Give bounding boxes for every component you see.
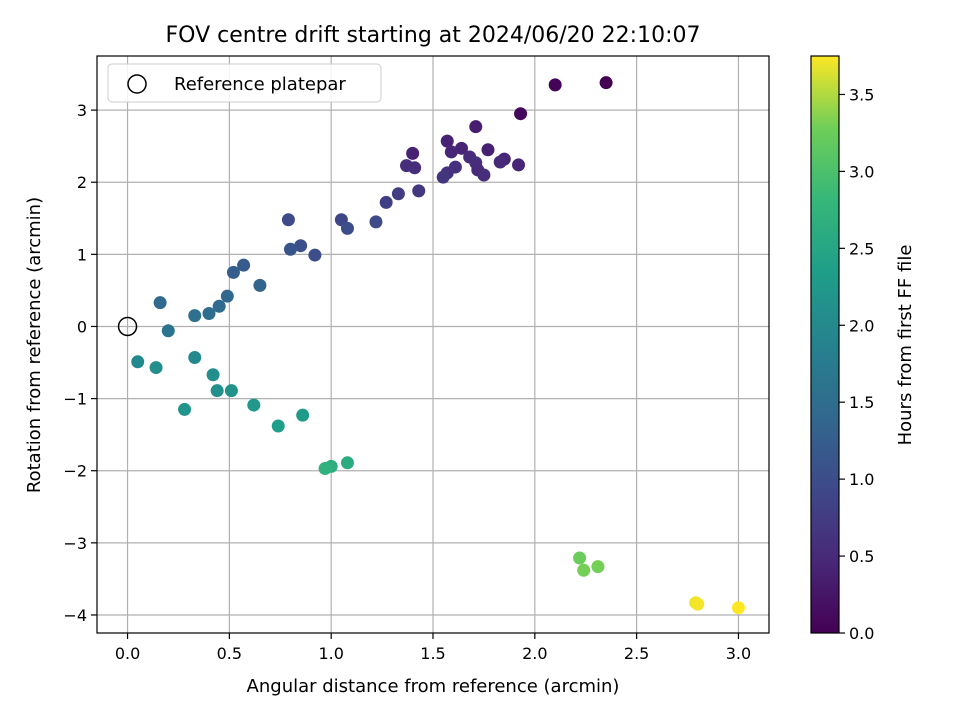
data-point [294, 239, 308, 253]
colorbar-tick-label: 0.0 [849, 624, 874, 643]
data-point [412, 184, 426, 198]
x-tick-label: 2.0 [522, 644, 547, 663]
data-point [202, 306, 216, 320]
data-point [206, 368, 220, 382]
colorbar-tick-label: 3.0 [849, 162, 874, 181]
data-point [281, 213, 295, 227]
data-point [444, 145, 458, 159]
data-point [153, 296, 167, 310]
x-tick-label: 0.0 [115, 644, 140, 663]
data-point [308, 248, 322, 262]
colorbar-ticks: 0.0 0.5 1.0 1.5 2.0 2.5 3.0 3.5 [839, 85, 874, 643]
y-axis: −4 −3 −2 −1 0 1 2 3 [63, 101, 97, 625]
y-tick-label: 1 [77, 245, 87, 264]
data-point [178, 402, 192, 416]
data-point [731, 601, 745, 615]
colorbar-gradient [810, 55, 840, 634]
data-point [212, 299, 226, 313]
data-point [469, 120, 483, 134]
grid-lines [97, 56, 769, 633]
data-point [296, 408, 310, 422]
data-points [131, 76, 745, 615]
data-point [599, 76, 613, 90]
data-point [406, 146, 420, 160]
data-point [477, 168, 491, 182]
data-point [408, 161, 422, 175]
data-point [247, 398, 261, 412]
x-tick-label: 0.5 [217, 644, 242, 663]
data-point [340, 221, 354, 235]
colorbar-label: Hours from first FF file [895, 245, 916, 446]
x-axis-label: Angular distance from reference (arcmin) [247, 676, 620, 697]
colorbar-tick-label: 3.5 [849, 85, 874, 104]
y-axis-label: Rotation from reference (arcmin) [24, 197, 45, 493]
data-point [440, 134, 454, 148]
colorbar-tick-label: 1.0 [849, 470, 874, 489]
y-tick-label: 0 [77, 317, 87, 336]
y-tick-label: −2 [63, 462, 87, 481]
data-point [369, 215, 383, 229]
colorbar-tick-label: 2.5 [849, 239, 874, 258]
colorbar-tick-label: 2.0 [849, 316, 874, 335]
data-point [481, 143, 495, 157]
data-point [591, 560, 605, 574]
legend-label: Reference platepar [174, 74, 346, 95]
colorbar-tick-label: 0.5 [849, 547, 874, 566]
data-point [188, 309, 202, 323]
data-point [149, 361, 163, 375]
data-point [188, 350, 202, 364]
data-point [379, 195, 393, 209]
y-tick-label: 2 [77, 173, 87, 192]
data-point [436, 170, 450, 184]
y-tick-label: −1 [63, 390, 87, 409]
chart-title: FOV centre drift starting at 2024/06/20 … [166, 23, 701, 48]
data-point [224, 384, 238, 398]
data-point [318, 462, 332, 476]
colorbar: 0.0 0.5 1.0 1.5 2.0 2.5 3.0 3.5 Hours from firs… [810, 55, 916, 643]
data-point [237, 258, 251, 272]
data-point [271, 419, 285, 433]
x-axis: 0.0 0.5 1.0 1.5 2.0 2.5 3.0 [115, 633, 751, 663]
legend-marker-open-circle [127, 74, 147, 94]
plot-frame [96, 55, 770, 634]
reference-platepar-marker [117, 316, 138, 337]
data-point [161, 324, 175, 338]
data-point [220, 289, 234, 303]
data-point [226, 265, 240, 279]
data-point [691, 597, 705, 611]
data-point [548, 78, 562, 92]
y-tick-label: 3 [77, 101, 87, 120]
data-point [577, 563, 591, 577]
x-tick-label: 3.0 [726, 644, 751, 663]
data-point [210, 384, 224, 398]
data-point [455, 141, 469, 155]
data-point [391, 187, 405, 201]
x-tick-label: 2.5 [624, 644, 649, 663]
data-point [512, 158, 526, 172]
data-point [131, 355, 145, 369]
colorbar-tick-label: 1.5 [849, 393, 874, 412]
data-point [493, 155, 507, 169]
legend: Reference platepar [107, 63, 382, 103]
data-point [283, 242, 297, 256]
data-point [514, 107, 528, 121]
x-tick-label: 1.0 [318, 644, 343, 663]
data-point [573, 551, 587, 565]
data-point [253, 278, 267, 292]
legend-box [107, 63, 382, 103]
y-tick-label: −4 [63, 606, 87, 625]
x-tick-label: 1.5 [420, 644, 445, 663]
data-point [340, 456, 354, 470]
y-tick-label: −3 [63, 534, 87, 553]
